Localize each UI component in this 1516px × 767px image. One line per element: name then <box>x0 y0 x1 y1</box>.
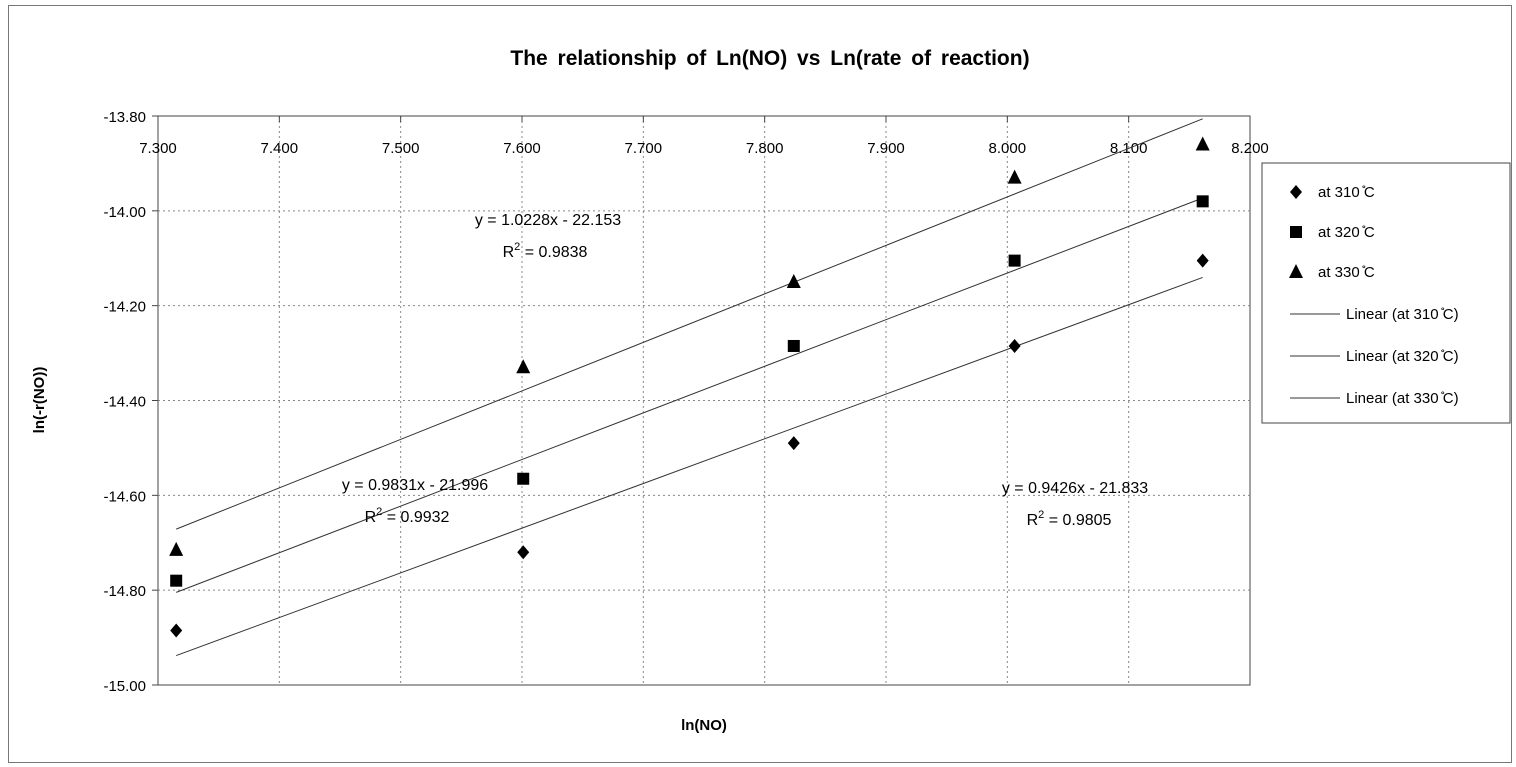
legend: at 310 ̊C at 320 ̊C at 330 ̊C Linear (at 31… <box>1261 162 1511 424</box>
y-tick-label: -14.20 <box>103 299 146 316</box>
x-tick-label: 7.700 <box>625 140 663 157</box>
y-tick-labels: -13.80 -14.00 -14.20 -14.40 -14.60 -14.80 -15.… <box>103 109 146 695</box>
data-point-triangle <box>516 359 531 374</box>
data-point-diamond <box>1008 338 1021 353</box>
legend-marker-triangle <box>1289 264 1303 278</box>
x-tick-label: 7.900 <box>867 140 905 157</box>
trendline <box>176 118 1203 530</box>
x-axis-label: ln(NO) <box>681 717 727 734</box>
data-point-diamond <box>170 623 183 638</box>
data-point-square <box>517 472 530 485</box>
x-tick-label: 7.500 <box>382 140 420 157</box>
trendlines <box>176 118 1203 657</box>
trendline-r-squared: R2 = 0.9838 <box>503 241 588 261</box>
data-point-triangle <box>1007 169 1022 184</box>
legend-box <box>1261 162 1511 424</box>
x-tick-label: 8.200 <box>1231 140 1269 157</box>
trendline <box>176 197 1203 593</box>
x-tick-label: 7.600 <box>503 140 541 157</box>
data-point-diamond <box>517 545 530 560</box>
x-tick-label: 7.400 <box>261 140 299 157</box>
y-tick-label: -14.00 <box>103 204 146 221</box>
data-point-triangle <box>1195 136 1210 151</box>
legend-label: Linear (at 310 ̊C) <box>1346 306 1459 323</box>
trendline-r-squared: R2 = 0.9932 <box>365 506 450 526</box>
chart-frame <box>8 5 1512 763</box>
legend-marker-diamond <box>1290 185 1302 199</box>
data-point-triangle <box>786 273 801 288</box>
data-markers <box>169 136 1210 638</box>
x-tick-label: 7.800 <box>746 140 784 157</box>
data-point-square <box>787 339 800 352</box>
data-point-square <box>1196 195 1209 208</box>
y-tick-label: -14.60 <box>103 488 146 505</box>
data-point-square <box>1008 254 1021 267</box>
y-tick-label: -14.80 <box>103 583 146 600</box>
trendline-equation: y = 0.9831x - 21.996 <box>342 477 488 494</box>
data-point-square <box>170 574 183 587</box>
trendline <box>176 276 1203 657</box>
chart-title: The relationship of Ln(NO) vs Ln(rate of… <box>510 47 1029 70</box>
data-point-diamond <box>787 436 800 451</box>
trendline-r-squared: R2 = 0.9805 <box>1027 509 1112 529</box>
legend-label: Linear (at 320 ̊C) <box>1346 348 1459 365</box>
x-tick-label: 7.300 <box>139 140 177 157</box>
legend-label: at 320 ̊C <box>1318 224 1375 241</box>
trendline-annotations: y = 1.0228x - 22.153 R2 = 0.9838 y = 0.983… <box>342 212 1148 529</box>
legend-label: at 310 ̊C <box>1318 184 1375 201</box>
y-tick-label: -13.80 <box>103 109 146 126</box>
trendline-equation: y = 0.9426x - 21.833 <box>1002 480 1148 497</box>
trendline-equation: y = 1.0228x - 22.153 <box>475 212 621 229</box>
y-axis-label: ln(-r(NO)) <box>31 367 48 434</box>
legend-label: Linear (at 330 ̊C) <box>1346 390 1459 407</box>
y-tick-label: -14.40 <box>103 394 146 411</box>
data-point-diamond <box>1196 253 1209 268</box>
x-tick-label: 8.000 <box>989 140 1027 157</box>
legend-label: at 330 ̊C <box>1318 264 1375 281</box>
legend-marker-square <box>1290 226 1302 238</box>
gridlines <box>152 115 1251 686</box>
y-tick-label: -15.00 <box>103 678 146 695</box>
data-point-triangle <box>169 541 184 556</box>
